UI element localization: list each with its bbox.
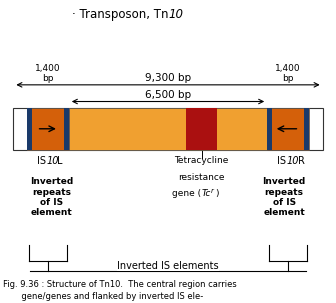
- Text: 10: 10: [168, 8, 183, 21]
- Text: ): ): [215, 189, 218, 198]
- Text: r: r: [211, 188, 214, 194]
- Bar: [64, 108, 69, 150]
- Text: Inverted IS elements: Inverted IS elements: [117, 261, 219, 271]
- Text: Fig. 9.36 : Structure of Tn10.  The central region carries: Fig. 9.36 : Structure of Tn10. The centr…: [3, 280, 237, 289]
- Bar: [267, 108, 309, 150]
- Bar: [304, 108, 309, 150]
- Bar: [13, 108, 323, 150]
- Text: IS: IS: [278, 156, 286, 166]
- Text: Tc: Tc: [202, 189, 211, 198]
- Text: Inverted
repeats
of IS
element: Inverted repeats of IS element: [30, 177, 74, 218]
- Bar: [69, 108, 267, 150]
- Bar: [27, 108, 69, 150]
- Text: gene (: gene (: [172, 189, 202, 198]
- Text: 10: 10: [46, 156, 59, 166]
- Text: Tetracycline: Tetracycline: [174, 156, 229, 165]
- Text: Inverted
repeats
of IS
element: Inverted repeats of IS element: [262, 177, 306, 218]
- Text: R: R: [298, 156, 304, 166]
- Text: 1,400
bp: 1,400 bp: [275, 64, 301, 83]
- Text: 1,400
bp: 1,400 bp: [35, 64, 61, 83]
- Text: L: L: [57, 156, 63, 166]
- Text: 6,500 bp: 6,500 bp: [145, 90, 191, 100]
- Text: gene/genes and flanked by inverted IS ele-: gene/genes and flanked by inverted IS el…: [3, 292, 204, 301]
- Bar: [267, 108, 272, 150]
- Text: IS: IS: [37, 156, 46, 166]
- Text: · Transposon, Tn: · Transposon, Tn: [72, 8, 168, 21]
- Bar: [27, 108, 32, 150]
- Text: resistance: resistance: [178, 173, 225, 182]
- Text: 10: 10: [286, 156, 299, 166]
- Text: 9,300 bp: 9,300 bp: [145, 73, 191, 83]
- Bar: [186, 108, 217, 150]
